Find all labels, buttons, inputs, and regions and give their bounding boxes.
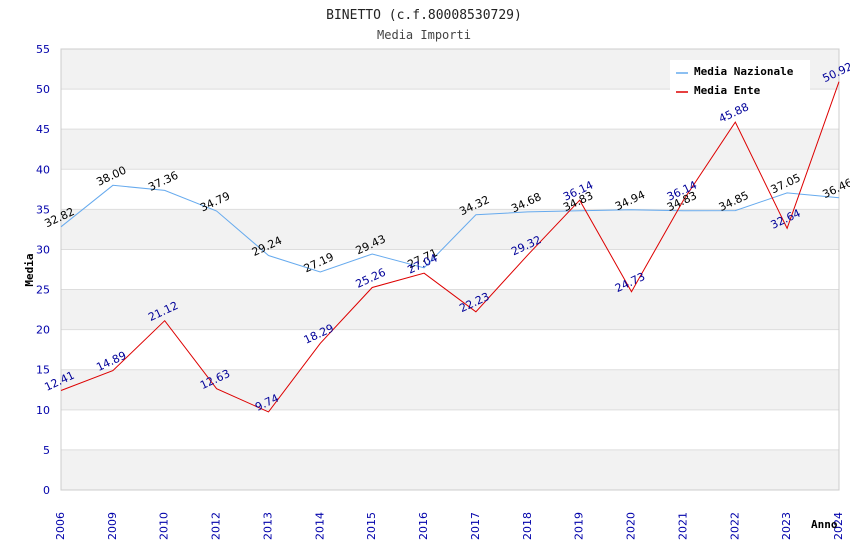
x-tick-label: 2023 [780,512,793,540]
y-axis-ticks: 0 5 10 15 20 25 30 35 40 45 50 55 [36,43,50,497]
y-tick-label: 35 [36,203,50,216]
y-tick-label: 40 [36,163,50,176]
x-tick-label: 2018 [521,512,534,540]
x-tick-label: 2017 [469,512,482,540]
x-tick-label: 2012 [210,512,223,540]
y-tick-label: 45 [36,123,50,136]
data-label-media-nazionale: 37.05 [769,171,803,196]
x-axis-title: Anno [811,518,838,531]
y-tick-label: 5 [43,444,50,457]
legend: Media Nazionale Media Ente [670,60,810,102]
plot-band [61,289,839,330]
data-label-media-ente: 25.26 [354,266,388,291]
y-tick-label: 15 [36,364,50,377]
y-axis-title: Media [23,253,36,286]
y-tick-label: 0 [43,484,50,497]
x-tick-label: 2006 [54,512,67,540]
series-line-media-nazionale [60,184,840,273]
plot-band [61,449,839,490]
x-tick-label: 2013 [261,512,274,540]
x-tick-label: 2009 [106,512,119,540]
x-tick-label: 2014 [313,512,326,540]
plot-band [61,369,839,410]
y-tick-label: 10 [36,404,50,417]
x-tick-label: 2019 [573,512,586,540]
x-axis-ticks: 2006 2009 2010 2012 2013 2014 2015 2016 2017 2018… [54,512,845,540]
x-tick-label: 2024 [832,512,845,540]
data-label-media-ente: 45.88 [717,100,751,125]
x-tick-label: 2021 [676,512,689,540]
x-tick-label: 2016 [417,512,430,540]
x-tick-label: 2015 [365,512,378,540]
plot-area [60,48,840,491]
y-tick-label: 25 [36,284,50,297]
y-tick-label: 30 [36,243,50,256]
chart-title: BINETTO (c.f.80008530729) [326,8,522,23]
chart-subtitle: Media Importi [377,28,471,42]
plot-band [61,129,839,170]
legend-label-media-ente: Media Ente [694,84,761,97]
plot-band [61,209,839,250]
y-tick-label: 20 [36,324,50,337]
x-tick-label: 2020 [625,512,638,540]
x-tick-label: 2010 [158,512,171,540]
legend-box [670,60,810,102]
x-tick-label: 2022 [728,512,741,540]
legend-label-media-nazionale: Media Nazionale [694,65,794,78]
series-line-media-ente [60,81,840,413]
series-lines [60,81,840,413]
y-tick-label: 50 [36,83,50,96]
y-tick-label: 55 [36,43,50,56]
